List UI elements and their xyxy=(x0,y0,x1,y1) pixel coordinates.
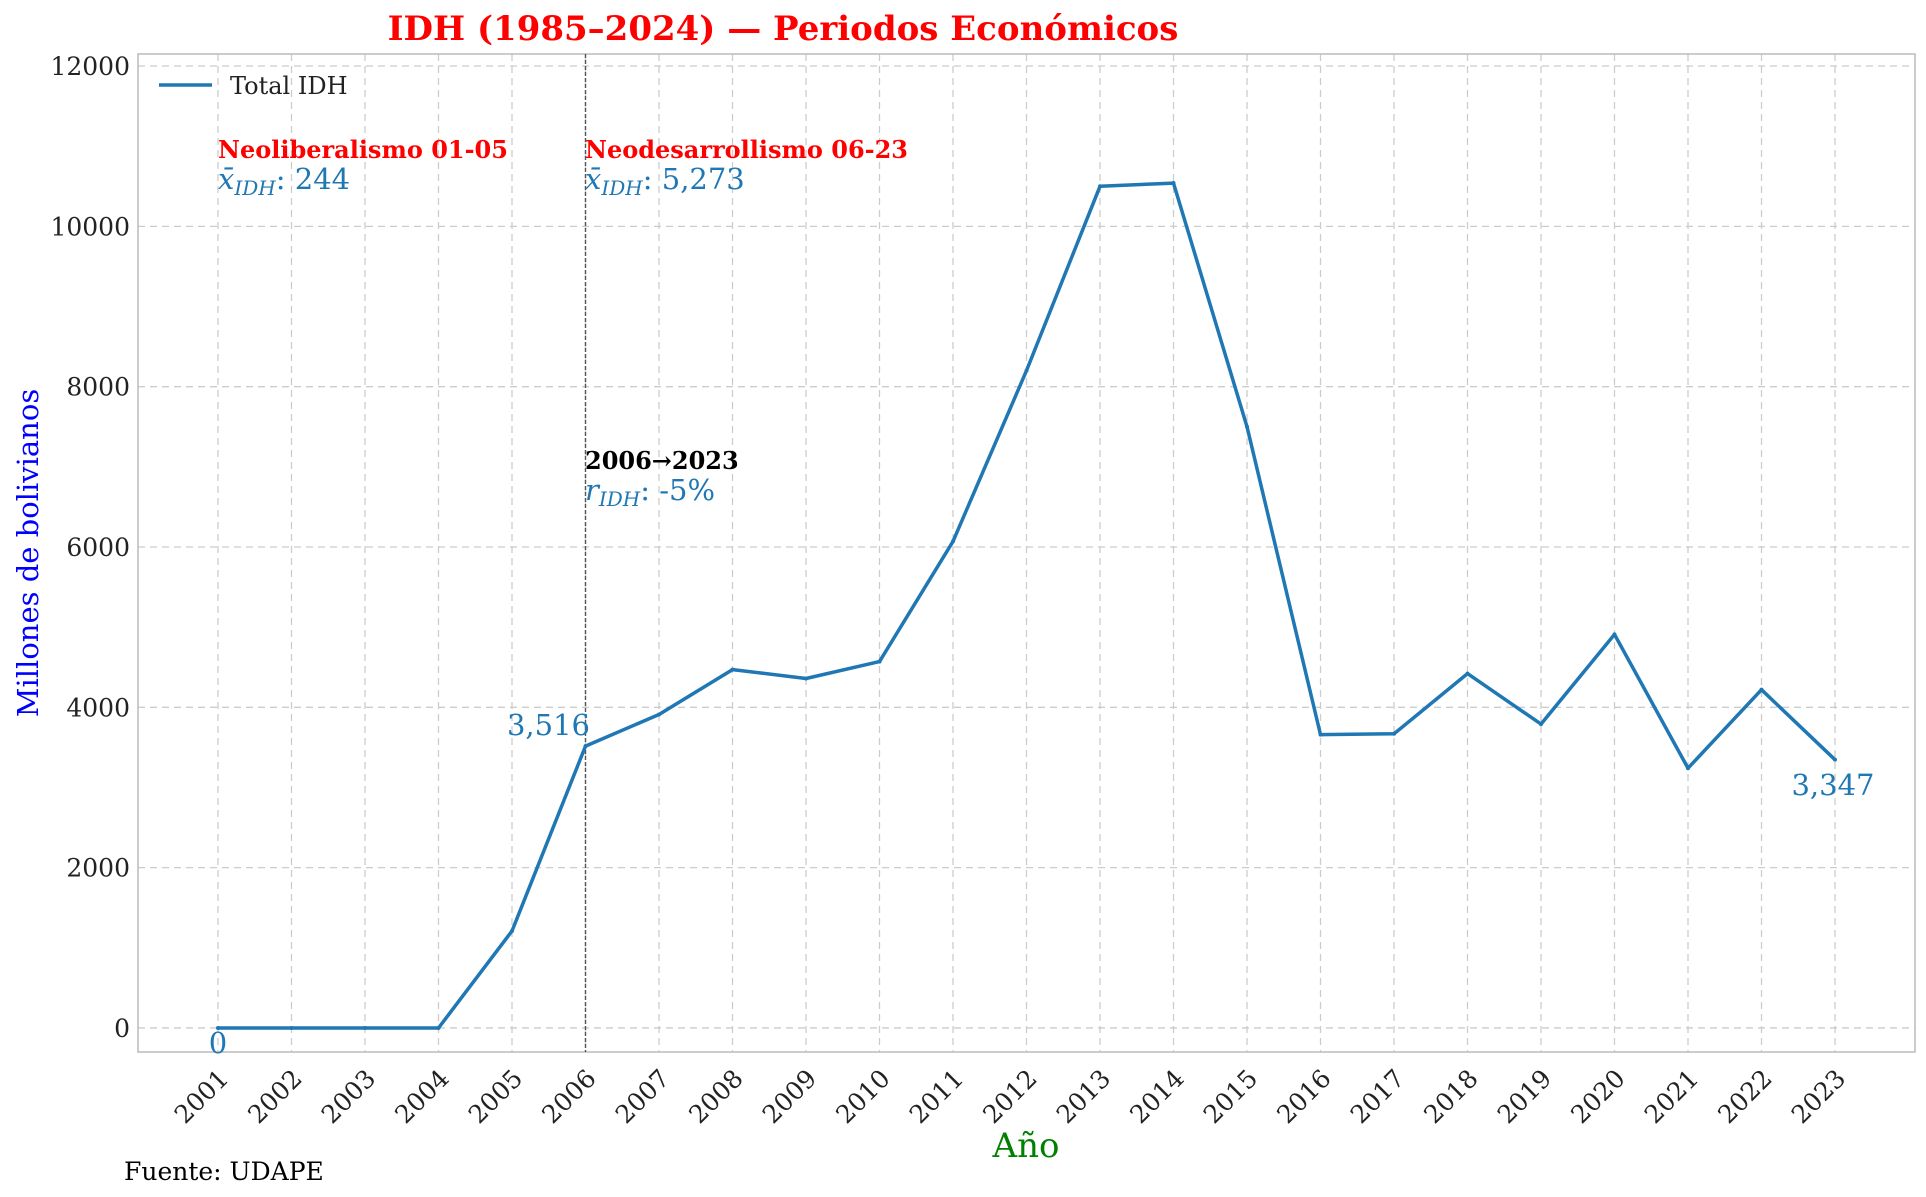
x-tick-label: 2012 xyxy=(977,1064,1042,1129)
x-tick-label: 2023 xyxy=(1786,1064,1851,1129)
data-points xyxy=(216,181,1837,1030)
x-tick-label: 2001 xyxy=(169,1064,234,1129)
data-point xyxy=(730,667,735,672)
y-tick-label: 10000 xyxy=(50,212,130,241)
plot-frame xyxy=(137,53,1916,1053)
y-tick-label: 6000 xyxy=(66,533,130,562)
legend-label-total-idh: Total IDH xyxy=(230,72,348,100)
data-point xyxy=(1098,184,1102,189)
x-tick-label: 2020 xyxy=(1565,1064,1630,1129)
x-gridlines xyxy=(217,54,1836,1052)
data-point xyxy=(436,1025,441,1030)
last-point-label: 3,347 xyxy=(1791,768,1874,802)
x-tick-label: 2011 xyxy=(904,1064,969,1129)
first-point-label: 0 xyxy=(209,1026,227,1060)
x-tick-label: 2007 xyxy=(610,1064,675,1129)
x-tick-label: 2010 xyxy=(830,1064,895,1129)
x-tick-label: 2004 xyxy=(389,1064,454,1129)
period2-label: Neodesarrollismo 06-23 xyxy=(585,135,908,164)
data-point xyxy=(1833,757,1837,762)
data-point xyxy=(1686,766,1690,771)
period2-mean-symbol: x̄ xyxy=(585,162,601,196)
change-rate-symbol: r xyxy=(585,473,601,507)
change-rate: rIDH: -5% xyxy=(585,473,715,511)
x-tick-label: 2019 xyxy=(1492,1064,1557,1129)
period1-mean-symbol: x̄ xyxy=(218,162,234,196)
period2-mean-subscript: IDH xyxy=(600,176,643,200)
data-point xyxy=(363,1025,367,1030)
x-tick-label: 2015 xyxy=(1198,1064,1263,1129)
data-point xyxy=(1539,722,1543,727)
data-point xyxy=(657,712,661,717)
data-point xyxy=(1171,181,1176,186)
data-point xyxy=(289,1025,294,1030)
period2-mean-value: : 5,273 xyxy=(643,162,745,196)
data-point xyxy=(510,928,514,933)
data-point xyxy=(1612,632,1617,637)
data-point xyxy=(216,1025,220,1030)
period1-mean-subscript: IDH xyxy=(233,176,276,200)
y-tick-label: 2000 xyxy=(66,854,130,883)
period1-mean: x̄IDH: 244 xyxy=(218,162,350,200)
x-tick-labels: 2001 2002 2003 2004 2005 2006 2007 2008 2009 2010… xyxy=(169,1064,1851,1129)
data-point xyxy=(1465,671,1470,676)
y-tick-labels: 0 2000 4000 6000 8000 10000 12000 xyxy=(50,52,130,1043)
change-rate-subscript: IDH xyxy=(598,487,641,511)
data-point xyxy=(877,659,882,664)
data-point xyxy=(1245,424,1249,429)
y-axis-label: Millones de bolivianos xyxy=(11,389,45,717)
period2-mean: x̄IDH: 5,273 xyxy=(585,162,745,200)
period1-label: Neoliberalismo 01-05 xyxy=(218,135,508,164)
legend: Total IDH xyxy=(159,72,348,100)
y-tick-label: 12000 xyxy=(50,52,130,81)
period1-mean-value: : 244 xyxy=(276,162,350,196)
data-point xyxy=(1392,731,1396,736)
x-tick-label: 2022 xyxy=(1712,1064,1777,1129)
y-tick-label: 8000 xyxy=(66,373,130,402)
change-label: 2006→2023 xyxy=(585,446,739,475)
x-tick-label: 2009 xyxy=(757,1064,822,1129)
chart-title: IDH (1985–2024) — Periodos Económicos xyxy=(388,9,1179,49)
x-tick-label: 2005 xyxy=(463,1064,528,1129)
x-tick-label: 2006 xyxy=(536,1064,601,1129)
data-point xyxy=(951,539,955,544)
x-tick-label: 2013 xyxy=(1051,1064,1116,1129)
divider-point-label: 3,516 xyxy=(507,708,590,742)
x-tick-label: 2002 xyxy=(242,1064,307,1129)
data-point xyxy=(1759,687,1764,692)
change-rate-value: : -5% xyxy=(640,473,715,507)
data-point xyxy=(583,744,588,749)
y-tick-label: 0 xyxy=(114,1014,130,1043)
x-tick-label: 2018 xyxy=(1418,1064,1483,1129)
x-tick-label: 2021 xyxy=(1639,1064,1704,1129)
data-point xyxy=(1318,732,1323,737)
x-tick-label: 2017 xyxy=(1345,1064,1410,1129)
source-note: Fuente: UDAPE xyxy=(124,1157,324,1186)
data-point xyxy=(804,676,808,681)
y-tick-label: 4000 xyxy=(66,693,130,722)
data-point xyxy=(1024,368,1029,373)
x-tick-label: 2003 xyxy=(316,1064,381,1129)
x-tick-label: 2008 xyxy=(683,1064,748,1129)
x-axis-label: Año xyxy=(992,1126,1060,1166)
x-tick-label: 2014 xyxy=(1124,1064,1189,1129)
x-tick-label: 2016 xyxy=(1271,1064,1336,1129)
